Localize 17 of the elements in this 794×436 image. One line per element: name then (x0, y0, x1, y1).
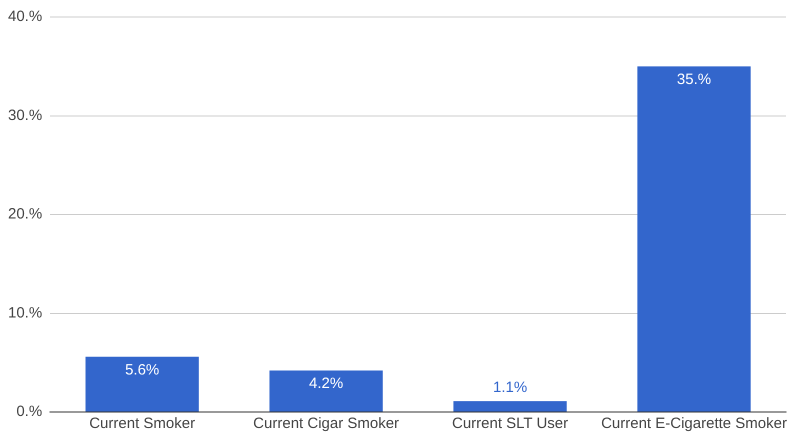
bar (86, 356, 199, 412)
bar (637, 66, 751, 412)
x-tick-label: Current E-Cigarette Smoker (601, 415, 787, 432)
data-label: 5.6% (125, 361, 160, 378)
y-tick-label: 10.% (8, 304, 42, 322)
y-tick-label: 20.% (8, 206, 42, 223)
x-tick-label: Current Cigar Smoker (253, 415, 400, 432)
y-tick-label: 40.% (8, 8, 42, 26)
y-tick-label: 30.% (8, 106, 42, 124)
y-tick-label: 0.% (16, 403, 42, 420)
data-label: 4.2% (309, 375, 344, 392)
bar (453, 401, 567, 412)
x-tick-label: Current Smoker (89, 415, 196, 432)
bar (269, 370, 383, 412)
x-tick-label: Current SLT User (452, 415, 568, 432)
data-label: 1.1% (492, 378, 528, 396)
data-label: 35.% (676, 71, 712, 88)
